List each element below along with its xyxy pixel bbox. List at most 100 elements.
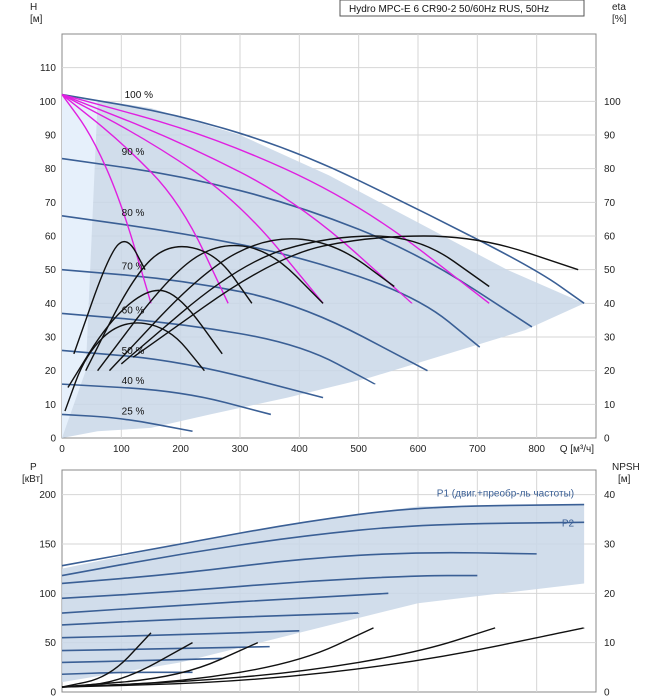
right-tick-label: 40 xyxy=(604,490,616,501)
y-tick-label: 100 xyxy=(39,589,56,600)
right-tick-label: 10 xyxy=(604,638,616,649)
y-tick-label: 100 xyxy=(39,97,56,108)
qh-chart: 100 % 90 % 80 % 70 % 60 % 50 % 40 % 25 % 0 10 20 30… xyxy=(30,0,627,455)
efficiency-curve xyxy=(73,240,146,355)
y-tick-label: 10 xyxy=(45,400,57,411)
right-tick-label: 50 xyxy=(604,265,616,276)
y-tick-label: 80 xyxy=(45,164,57,175)
qh-curve xyxy=(61,215,481,348)
npsh-curve xyxy=(61,627,585,688)
right-tick-label: 40 xyxy=(604,299,616,310)
qh-curve xyxy=(61,349,324,399)
efficiency-curve xyxy=(85,245,253,371)
envelope-light-region xyxy=(62,94,98,438)
power-series-line xyxy=(61,503,585,567)
y-tick-label: 90 xyxy=(45,131,57,142)
system-curve xyxy=(61,93,413,304)
x-tick-label: 100 xyxy=(113,444,130,455)
efficiency-curve xyxy=(132,235,579,358)
title-box xyxy=(339,0,585,17)
y-tick-label: 60 xyxy=(45,232,57,243)
speed-label: 80 % xyxy=(122,208,145,219)
x-tick-label: 700 xyxy=(469,444,486,455)
right-axis-unit: [%] xyxy=(612,14,627,25)
power-curve xyxy=(61,592,389,614)
series-label-p1: P1 (двиг.+преобр-ль частоты) xyxy=(437,488,574,500)
y-tick-label: 0 xyxy=(50,434,56,445)
y-axis-label: P xyxy=(30,462,37,473)
right-axis-label: NPSH xyxy=(612,462,640,473)
x-tick-label: 800 xyxy=(528,444,545,455)
y-tick-label: 110 xyxy=(40,63,56,74)
y-tick-label: 50 xyxy=(45,638,57,649)
series-label-p2: P2 xyxy=(562,518,575,529)
system-curve xyxy=(61,93,490,304)
right-tick-label: 60 xyxy=(604,232,616,243)
x-tick-label: 600 xyxy=(410,444,427,455)
right-axis-label: eta xyxy=(612,2,626,13)
y-tick-label: 200 xyxy=(39,490,56,501)
y-tick-label: 0 xyxy=(50,688,56,699)
y-tick-label: 20 xyxy=(45,366,57,377)
efficiency-curve xyxy=(97,244,324,372)
speed-label: 90 % xyxy=(122,147,145,158)
x-tick-label: 300 xyxy=(232,444,249,455)
right-tick-label: 30 xyxy=(604,333,616,344)
system-curve xyxy=(61,94,229,304)
right-tick-label: 30 xyxy=(604,540,616,551)
speed-label: 100 % xyxy=(125,90,153,101)
qh-curve xyxy=(61,312,376,385)
y-axis-unit: [кВт] xyxy=(22,474,43,485)
y-tick-label: 70 xyxy=(45,198,57,209)
npsh-curve xyxy=(61,632,152,688)
efficiency-curve xyxy=(120,235,490,365)
power-curve xyxy=(61,551,537,585)
y-tick-label: 30 xyxy=(45,333,57,344)
right-tick-label: 0 xyxy=(604,688,610,699)
power-curve xyxy=(61,645,270,652)
x-axis-label: Q [м³/ч] xyxy=(560,444,595,455)
system-curve xyxy=(61,93,324,304)
y-tick-label: 40 xyxy=(45,299,57,310)
qh-curve xyxy=(61,157,533,328)
qh-curve xyxy=(61,93,585,304)
right-tick-label: 100 xyxy=(604,97,621,108)
right-tick-label: 20 xyxy=(604,366,616,377)
x-tick-label: 400 xyxy=(291,444,308,455)
power-envelope xyxy=(62,504,585,683)
power-series-line xyxy=(61,521,585,577)
power-curve xyxy=(61,630,300,639)
x-tick-label: 200 xyxy=(172,444,189,455)
x-tick-label: 0 xyxy=(59,444,65,455)
npsh-curve xyxy=(61,642,193,688)
right-tick-label: 80 xyxy=(604,164,616,175)
y-tick-label: 150 xyxy=(39,540,56,551)
npsh-curve xyxy=(61,627,374,688)
right-tick-label: 20 xyxy=(604,589,616,600)
right-tick-label: 0 xyxy=(604,434,610,445)
efficiency-curve xyxy=(64,322,205,412)
speed-label: 60 % xyxy=(122,305,145,316)
x-tick-label: 500 xyxy=(350,444,367,455)
right-tick-label: 70 xyxy=(604,198,616,209)
qh-curve xyxy=(61,413,193,433)
system-curve xyxy=(61,94,152,304)
power-curve xyxy=(61,657,223,664)
right-tick-label: 10 xyxy=(604,400,616,411)
qh-curve xyxy=(61,383,272,416)
efficiency-curve xyxy=(108,238,395,372)
speed-label: 40 % xyxy=(122,376,145,387)
y-axis-label: H xyxy=(30,2,37,13)
power-curve xyxy=(61,612,359,626)
chart-title: Hydro MPC-E 6 CR90-2 50/60Hz RUS, 50Hz xyxy=(349,4,549,15)
power-npsh-chart: P1 (двиг.+преобр-ль частоты)P20501001502… xyxy=(22,462,640,699)
y-axis-unit: [м] xyxy=(30,14,43,25)
operating-envelope xyxy=(62,94,585,438)
qh-curve xyxy=(61,268,428,372)
y-tick-label: 50 xyxy=(45,265,57,276)
right-tick-label: 90 xyxy=(604,131,616,142)
power-curve xyxy=(61,574,478,600)
speed-label: 70 % xyxy=(122,262,145,273)
speed-label: 25 % xyxy=(122,406,145,417)
